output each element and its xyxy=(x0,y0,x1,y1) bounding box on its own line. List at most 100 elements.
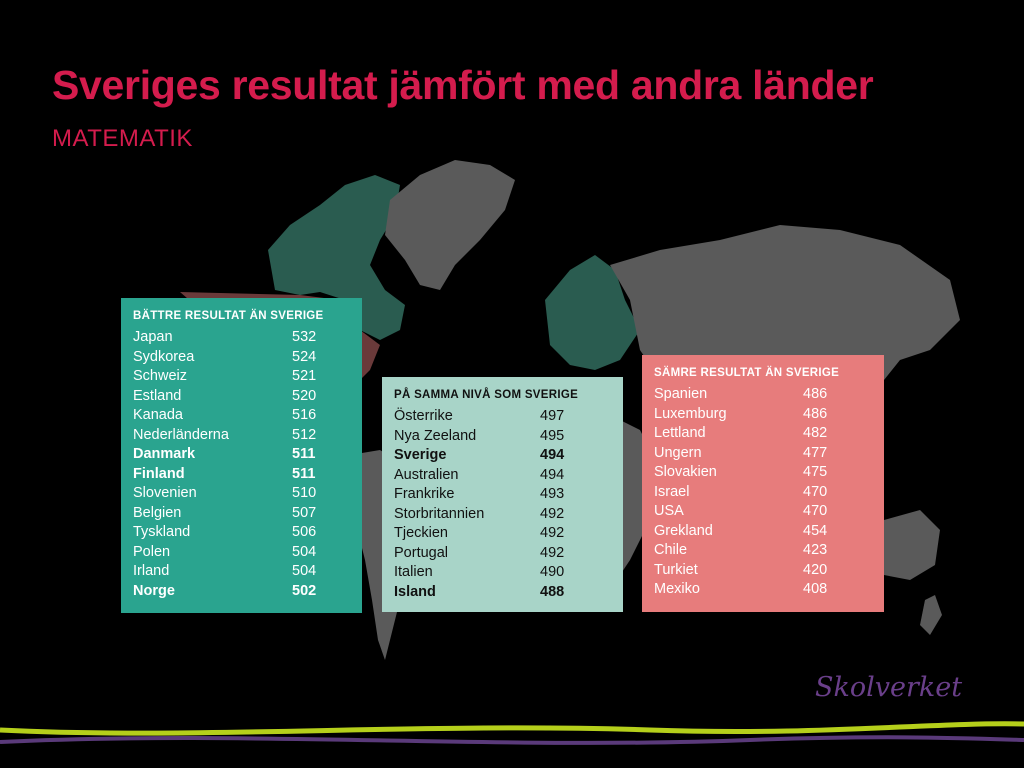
worse-list: Spanien 486 Luxemburg 486 Lettland 482 Ungern 4… xyxy=(654,385,872,600)
country-score: 477 xyxy=(803,444,828,461)
country-row: Slovakien 475 xyxy=(654,463,872,483)
country-name: Österrike xyxy=(394,408,453,424)
country-name: Grekland xyxy=(654,522,713,539)
country-name: Kanada xyxy=(133,407,183,423)
country-row: Island 488 xyxy=(394,583,611,603)
country-row: Portugal 492 xyxy=(394,544,611,564)
country-score: 482 xyxy=(803,425,828,441)
map-canada xyxy=(268,175,405,340)
country-name: Japan xyxy=(133,329,173,345)
country-name: Nederländerna xyxy=(133,426,229,443)
country-score: 504 xyxy=(292,563,317,579)
country-score: 492 xyxy=(540,505,565,522)
country-score: 507 xyxy=(292,504,317,521)
country-score: 521 xyxy=(292,368,317,384)
country-name: Storbritannien xyxy=(394,505,485,522)
country-score: 488 xyxy=(540,583,565,600)
country-row: Schweiz 521 xyxy=(133,367,350,387)
country-name: Irland xyxy=(133,563,170,579)
country-name: Turkiet xyxy=(654,561,698,578)
country-name: Tjeckien xyxy=(394,525,448,541)
country-score: 511 xyxy=(292,446,316,462)
wave-purple xyxy=(0,735,1024,745)
worse-heading: SÄMRE RESULTAT ÄN SVERIGE xyxy=(654,367,840,379)
country-name: USA xyxy=(654,503,684,519)
country-score: 502 xyxy=(292,582,317,599)
country-score: 504 xyxy=(292,543,317,560)
country-row: Japan 532 xyxy=(133,328,350,348)
country-row: Mexiko 408 xyxy=(654,580,872,600)
country-name: Italien xyxy=(394,564,433,580)
same-list: Österrike 497 Nya Zeeland 495 Sverige 494 Aust… xyxy=(394,407,611,602)
country-name: Frankrike xyxy=(394,486,455,502)
country-name: Polen xyxy=(133,543,171,560)
country-row: USA 470 xyxy=(654,502,872,522)
skolverket-logo: Skolverket xyxy=(815,672,963,703)
country-name: Israel xyxy=(654,483,690,500)
country-name: Chile xyxy=(654,542,688,558)
country-name: Slovakien xyxy=(654,464,717,480)
country-row: Slovenien 510 xyxy=(133,484,350,504)
country-score: 495 xyxy=(540,427,565,444)
country-name: Spanien xyxy=(654,386,708,402)
country-score: 532 xyxy=(292,329,317,345)
country-score: 423 xyxy=(803,542,828,558)
worse-results-box: SÄMRE RESULTAT ÄN SVERIGE Spanien 486 Luxe… xyxy=(642,355,884,612)
country-score: 470 xyxy=(803,503,828,519)
country-row: Tjeckien 492 xyxy=(394,524,611,544)
country-row: Danmark 511 xyxy=(133,445,350,465)
country-row: Chile 423 xyxy=(654,541,872,561)
country-name: Lettland xyxy=(654,425,706,441)
better-heading: BÄTTRE RESULTAT ÄN SVERIGE xyxy=(133,310,324,322)
country-name: Ungern xyxy=(654,444,702,461)
better-list: Japan 532 Sydkorea 524 Schweiz 521 Estland 520 K… xyxy=(133,328,350,601)
country-name: Luxemburg xyxy=(654,405,727,422)
country-score: 510 xyxy=(292,485,317,501)
country-row: Australien 494 xyxy=(394,466,611,486)
country-row: Irland 504 xyxy=(133,562,350,582)
country-row: Lettland 482 xyxy=(654,424,872,444)
decorative-waves xyxy=(0,721,1024,745)
same-level-box: PÅ SAMMA NIVÅ SOM SVERIGE Österrike 497 Ny… xyxy=(382,377,623,612)
country-score: 492 xyxy=(540,525,565,541)
country-name: Estland xyxy=(133,387,182,404)
same-heading: PÅ SAMMA NIVÅ SOM SVERIGE xyxy=(394,389,579,401)
country-score: 494 xyxy=(540,466,565,483)
country-name: Island xyxy=(394,583,436,600)
country-row: Nya Zeeland 495 xyxy=(394,427,611,447)
country-row: Norge 502 xyxy=(133,582,350,602)
wave-green xyxy=(0,721,1024,736)
country-name: Slovenien xyxy=(133,485,197,501)
country-score: 486 xyxy=(803,405,828,422)
country-score: 420 xyxy=(803,561,828,578)
country-score: 511 xyxy=(292,465,316,482)
country-row: Tyskland 506 xyxy=(133,523,350,543)
country-row: Belgien 507 xyxy=(133,504,350,524)
country-score: 492 xyxy=(540,544,565,561)
country-row: Estland 520 xyxy=(133,387,350,407)
country-name: Mexiko xyxy=(654,581,700,597)
country-score: 520 xyxy=(292,387,317,404)
country-row: Spanien 486 xyxy=(654,385,872,405)
country-row: Israel 470 xyxy=(654,483,872,503)
country-score: 506 xyxy=(292,524,317,540)
map-new-zealand xyxy=(920,595,942,635)
country-row: Kanada 516 xyxy=(133,406,350,426)
country-score: 497 xyxy=(540,408,565,424)
country-name: Sverige xyxy=(394,447,447,463)
country-row: Sydkorea 524 xyxy=(133,348,350,368)
country-row: Nederländerna 512 xyxy=(133,426,350,446)
country-score: 494 xyxy=(540,447,565,463)
country-score: 490 xyxy=(540,564,565,580)
country-row: Finland 511 xyxy=(133,465,350,485)
country-row: Polen 504 xyxy=(133,543,350,563)
page-title: Sveriges resultat jämfört med andra länd… xyxy=(52,62,874,108)
country-name: Tyskland xyxy=(133,524,191,540)
country-score: 486 xyxy=(803,386,828,402)
country-score: 408 xyxy=(803,581,828,597)
country-name: Schweiz xyxy=(133,368,187,384)
country-score: 454 xyxy=(803,522,828,539)
better-results-box: BÄTTRE RESULTAT ÄN SVERIGE Japan 532 Sydko… xyxy=(121,298,362,613)
country-row: Grekland 454 xyxy=(654,522,872,542)
country-name: Portugal xyxy=(394,544,449,561)
